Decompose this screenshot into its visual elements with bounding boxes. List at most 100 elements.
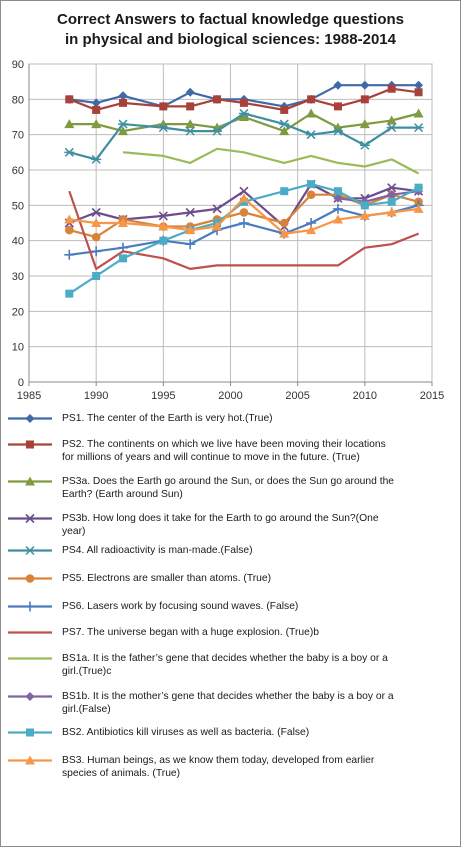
x-tick-label: 1990 xyxy=(84,390,108,402)
data-point xyxy=(64,214,75,224)
data-point xyxy=(185,239,196,250)
legend-label: BS3. Human beings, as we know them today… xyxy=(62,754,454,780)
legend-marker xyxy=(26,728,34,737)
chart-title-line: Correct Answers to factual knowledge que… xyxy=(56,11,404,28)
data-point xyxy=(185,119,196,129)
legend-label-line: Earth? (Earth around Sun) xyxy=(62,489,183,500)
legend-marker xyxy=(25,574,35,583)
legend-swatch xyxy=(8,440,52,449)
legend-label-line: year) xyxy=(62,526,86,537)
data-point xyxy=(65,95,74,104)
data-point xyxy=(65,289,74,298)
data-point xyxy=(91,154,102,164)
data-point xyxy=(239,208,249,217)
data-point xyxy=(386,115,397,125)
legend-label: PS4. All radioactivity is man-made.(Fals… xyxy=(62,544,454,557)
legend-label-line: PS2. The continents on which we live hav… xyxy=(62,439,386,450)
data-point xyxy=(64,147,75,157)
x-tick-label: 1985 xyxy=(17,390,41,402)
data-point xyxy=(332,214,343,224)
data-point xyxy=(91,232,101,242)
data-point xyxy=(212,204,222,214)
line-chart: 0 10 20 30 40 50 60 70 80 90 1985 1990 1995 2000 2005 2… xyxy=(12,59,444,402)
data-point xyxy=(212,221,223,231)
x-tick-label: 2010 xyxy=(353,390,377,402)
data-point xyxy=(307,180,316,189)
data-point xyxy=(359,140,370,150)
y-tick-label: 60 xyxy=(12,165,24,177)
data-point xyxy=(119,98,128,107)
series-line xyxy=(337,190,419,203)
legend-swatch xyxy=(8,755,52,765)
data-point xyxy=(238,112,249,121)
data-point xyxy=(333,102,342,111)
legend-label-line: BS3. Human beings, as we know them today… xyxy=(62,755,375,766)
legend-label: PS3a. Does the Earth go around the Sun, … xyxy=(62,475,454,501)
data-point xyxy=(307,95,316,104)
data-point xyxy=(279,228,290,238)
data-point xyxy=(387,197,396,206)
legend-label-line: BS1a. It is the father’s gene that decid… xyxy=(62,653,388,664)
legend-label-line: PS5. Electrons are smaller than atoms. (… xyxy=(62,573,272,584)
legend-label: PS3b. How long does it take for the Eart… xyxy=(62,512,454,538)
data-point xyxy=(159,236,168,245)
data-point xyxy=(64,249,75,260)
series-9 xyxy=(122,147,420,175)
legend-swatch xyxy=(8,601,52,612)
y-tick-label: 10 xyxy=(12,342,24,354)
series-2 xyxy=(65,84,423,114)
legend-label-line: PS7. The universe began with a huge expl… xyxy=(62,627,320,638)
legend-label-line: for millions of years and will continue … xyxy=(62,452,360,463)
legend-label: PS7. The universe began with a huge expl… xyxy=(62,626,454,639)
data-point xyxy=(306,225,317,235)
data-point xyxy=(119,254,128,263)
data-point xyxy=(360,80,370,90)
y-tick-label: 30 xyxy=(12,271,24,283)
data-point xyxy=(118,119,129,129)
data-point xyxy=(386,207,397,217)
legend-swatch xyxy=(8,414,52,423)
legend-marker xyxy=(26,440,34,449)
legend-marker xyxy=(25,601,35,612)
legend-marker xyxy=(25,545,35,556)
data-point xyxy=(91,207,101,217)
legend-swatch xyxy=(8,631,52,634)
data-point xyxy=(333,193,343,203)
data-point xyxy=(238,108,249,118)
chart-title-line: in physical and biological sciences: 198… xyxy=(65,31,396,48)
series-8 xyxy=(68,190,420,270)
data-point xyxy=(306,130,317,140)
data-point xyxy=(185,207,195,217)
y-tick-label: 50 xyxy=(12,200,24,212)
y-tick-label: 80 xyxy=(12,94,24,106)
legend-swatch xyxy=(8,728,52,737)
data-point xyxy=(387,190,397,200)
series-5 xyxy=(64,108,424,164)
data-point xyxy=(360,201,369,210)
data-point xyxy=(414,183,423,192)
data-point xyxy=(185,87,195,97)
chart-title: Correct Answers to factual knowledge que… xyxy=(0,10,461,50)
legend-label-line: PS4. All radioactivity is man-made.(Fals… xyxy=(62,545,253,556)
legend-label-line: BS2. Antibiotics kill viruses as well as… xyxy=(62,727,310,738)
data-point xyxy=(213,95,222,104)
legend-label: PS2. The continents on which we live hav… xyxy=(62,438,454,464)
data-point xyxy=(186,102,195,111)
data-point xyxy=(279,218,289,228)
legend-label: BS1b. It is the mother’s gene that decid… xyxy=(62,690,454,716)
legend-marker xyxy=(25,476,35,486)
series-line xyxy=(68,190,420,270)
data-point xyxy=(360,95,369,104)
data-point xyxy=(280,187,289,196)
data-point xyxy=(413,203,424,213)
legend-swatch xyxy=(8,692,52,701)
legend-label-line: species of animals. (True) xyxy=(62,768,181,779)
legend-label-line: BS1b. It is the mother’s gene that decid… xyxy=(62,691,394,702)
y-tick-label: 70 xyxy=(12,130,24,142)
data-point xyxy=(387,183,397,193)
data-point xyxy=(306,108,317,118)
data-point xyxy=(92,105,101,114)
legend-swatch xyxy=(8,513,52,524)
data-point xyxy=(91,98,101,108)
data-point xyxy=(387,84,396,93)
